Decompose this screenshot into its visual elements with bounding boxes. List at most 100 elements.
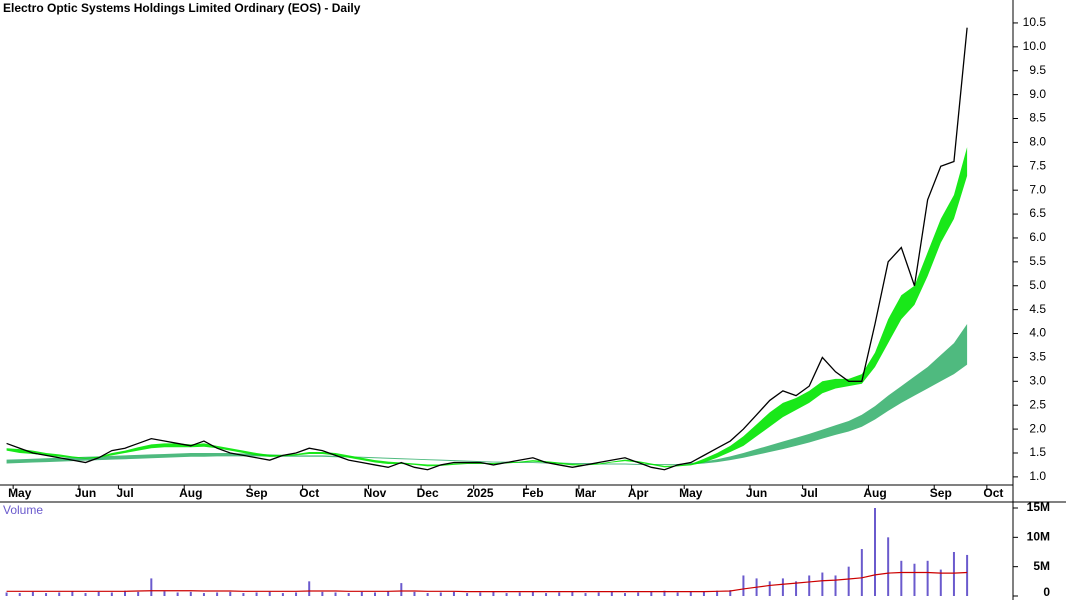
volume-bar: [163, 591, 166, 596]
volume-bar: [676, 592, 679, 596]
volume-bar: [374, 592, 376, 596]
volume-bar: [834, 575, 837, 596]
volume-tick-label: 0: [1043, 585, 1050, 599]
x-tick-label: Jul: [116, 486, 133, 500]
y-tick-label: 2.0: [1029, 421, 1046, 435]
x-tick-label: May: [679, 486, 703, 500]
x-tick-label: Aug: [179, 486, 202, 500]
x-tick-label: 2025: [467, 486, 494, 500]
x-tick-label: Apr: [628, 486, 649, 500]
volume-bar: [939, 569, 942, 596]
volume-bar: [84, 593, 87, 596]
volume-bar: [426, 593, 429, 596]
volume-bar: [663, 590, 666, 596]
volume-bar: [650, 591, 653, 596]
volume-bar: [821, 572, 824, 596]
y-tick-label: 1.0: [1029, 469, 1046, 483]
y-tick-label: 5.5: [1029, 254, 1046, 268]
y-tick-label: 9.0: [1029, 87, 1046, 101]
volume-bar: [321, 591, 324, 596]
volume-bar: [150, 578, 153, 596]
volume-bar: [97, 591, 100, 596]
volume-bar: [558, 592, 561, 596]
price-line: [6, 27, 968, 471]
volume-ma-line: [6, 571, 968, 593]
y-tick-label: 6.0: [1029, 230, 1046, 244]
volume-bar: [347, 593, 350, 596]
y-tick-label: 8.5: [1029, 111, 1046, 125]
volume-bar: [71, 591, 74, 596]
y-tick-label: 2.5: [1029, 397, 1046, 411]
volume-bar: [295, 592, 298, 596]
volume-bar: [176, 592, 179, 596]
volume-tick-label: 5M: [1033, 559, 1050, 573]
x-tick-label: Oct: [983, 486, 1003, 500]
y-tick-label: 3.0: [1029, 373, 1046, 387]
volume-bar: [729, 590, 732, 596]
x-tick-label: Sep: [930, 486, 952, 500]
volume-bar: [966, 554, 969, 596]
volume-bar: [400, 583, 403, 596]
volume-bar: [18, 593, 21, 596]
volume-bar: [31, 591, 34, 596]
y-tick-label: 7.0: [1029, 182, 1046, 196]
volume-bar: [45, 593, 48, 596]
volume-bar: [387, 591, 390, 596]
volume-tick-label: 10M: [1027, 530, 1050, 544]
y-tick-label: 1.5: [1029, 445, 1046, 459]
volume-bar: [189, 591, 192, 596]
y-tick-label: 10.0: [1023, 39, 1047, 53]
volume-bar: [571, 591, 574, 596]
volume-bar: [689, 591, 692, 596]
volume-bar: [584, 593, 587, 596]
volume-bar: [913, 563, 916, 596]
volume-bar: [110, 592, 113, 596]
volume-bar: [492, 591, 495, 596]
volume-bar: [610, 591, 613, 596]
volume-bar: [887, 537, 890, 596]
volume-bar: [505, 593, 508, 596]
volume-bar: [334, 592, 337, 596]
volume-bar: [255, 592, 258, 596]
volume-bar: [952, 552, 955, 596]
y-tick-label: 5.0: [1029, 278, 1046, 292]
volume-bar: [202, 593, 205, 596]
volume-bar: [768, 581, 771, 596]
y-tick-label: 9.5: [1029, 63, 1046, 77]
x-tick-label: Dec: [417, 486, 439, 500]
volume-bar: [308, 581, 311, 596]
volume-bar: [795, 581, 798, 596]
volume-bar: [452, 591, 455, 596]
volume-label: Volume: [3, 503, 43, 517]
volume-bar: [5, 592, 8, 596]
volume-bar: [268, 591, 271, 596]
volume-bar: [742, 575, 745, 596]
x-tick-label: Sep: [246, 486, 268, 500]
x-tick-label: Jun: [746, 486, 767, 500]
x-tick-label: Feb: [522, 486, 543, 500]
volume-bar: [624, 593, 626, 596]
volume-bar: [716, 590, 719, 596]
volume-bar: [926, 560, 929, 596]
volume-tick-label: 15M: [1027, 500, 1050, 514]
volume-bar: [847, 566, 850, 596]
volume-bar: [808, 575, 811, 596]
volume-bar: [900, 560, 903, 596]
volume-bar: [637, 592, 640, 596]
chart-title: Electro Optic Systems Holdings Limited O…: [3, 1, 361, 15]
y-tick-label: 3.5: [1029, 350, 1046, 364]
volume-bar: [439, 592, 442, 596]
volume-bar: [518, 592, 521, 596]
y-tick-label: 8.0: [1029, 135, 1046, 149]
volume-bar: [702, 591, 705, 596]
volume-bar: [545, 593, 548, 596]
volume-bar: [781, 578, 784, 596]
volume-bar: [479, 592, 482, 596]
x-tick-label: Aug: [863, 486, 886, 500]
volume-bar: [229, 591, 232, 596]
y-tick-label: 10.5: [1023, 15, 1047, 29]
x-tick-label: Oct: [299, 486, 319, 500]
volume-bar: [466, 593, 469, 596]
